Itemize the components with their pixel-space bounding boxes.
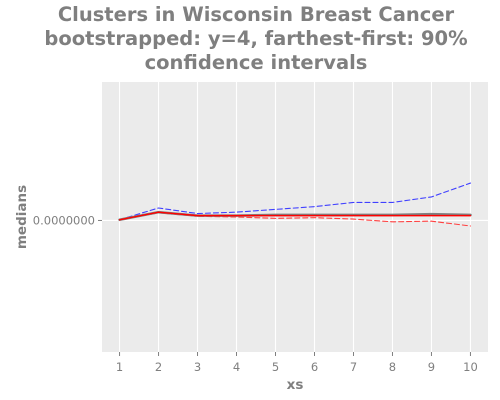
x-axis-label: xs	[287, 377, 304, 393]
plot-panel	[102, 82, 488, 352]
chart-title-line-3: confidence intervals	[145, 51, 368, 74]
y-axis: 0.0000000	[33, 213, 102, 227]
y-tick-label: 0.0000000	[33, 213, 95, 227]
grid-layer	[102, 82, 488, 352]
x-tick-label: 7	[350, 360, 357, 374]
x-tick-label: 4	[233, 360, 240, 374]
x-tick-label: 1	[116, 360, 123, 374]
x-axis: 1 2 3 4 5 6 7 8 9 10	[116, 352, 478, 374]
x-tick-label: 9	[428, 360, 435, 374]
x-tick-label: 5	[272, 360, 279, 374]
y-axis-label: medians	[14, 185, 30, 249]
x-tick-label: 2	[155, 360, 162, 374]
series-layer	[118, 182, 472, 227]
chart-title-line-1: Clusters in Wisconsin Breast Cancer	[58, 3, 455, 26]
x-tick-label: 6	[311, 360, 318, 374]
series-line-upper	[119, 182, 472, 221]
chart-title: Clusters in Wisconsin Breast Cancer boot…	[44, 3, 467, 74]
x-tick-label: 3	[194, 360, 201, 374]
chart-title-line-2: bootstrapped: y=4, farthest-first: 90%	[44, 27, 467, 50]
x-tick-label: 10	[463, 360, 478, 374]
x-tick-label: 8	[389, 360, 396, 374]
series-line-baseline	[118, 211, 472, 221]
